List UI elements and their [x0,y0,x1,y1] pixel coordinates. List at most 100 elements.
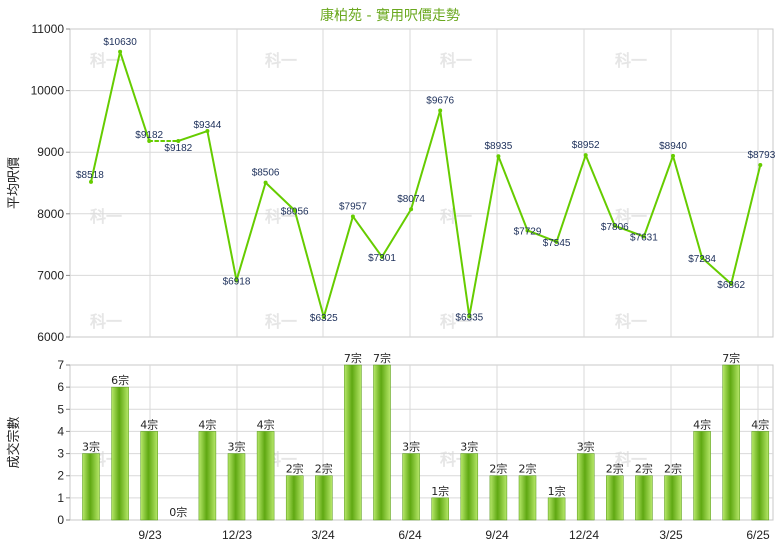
price-data-label: $6862 [717,280,745,291]
price-line-segment [526,229,558,243]
volume-bar [576,453,595,521]
price-point [118,49,123,54]
price-point [147,138,152,143]
volume-bar [431,497,449,521]
price-point [380,254,384,259]
price-plot-area [69,28,774,338]
volume-bar [635,475,653,521]
price-line-segment [410,109,442,211]
price-data-label: $9344 [193,120,221,131]
price-data-label: $8935 [484,141,512,152]
price-data-label: $9182 [164,143,192,154]
volume-data-label: 7宗 [344,351,362,365]
price-line-segment [293,209,325,318]
volume-bar [256,431,275,521]
volume-y-tick-label: 1 [57,491,64,505]
price-data-label: $7284 [688,254,716,265]
volume-data-label: 0宗 [169,505,187,519]
volume-data-label: 1宗 [431,484,449,498]
watermark: 科一 [615,207,647,226]
price-line-segment [264,181,296,212]
x-tick-label: 12/23 [222,528,252,542]
volume-data-label: 4宗 [140,417,158,431]
x-tick-label: 12/24 [569,528,599,542]
price-line-segment [90,50,122,183]
price-data-label: $7545 [543,238,571,249]
price-data-label: $10630 [103,37,137,48]
volume-bar [344,364,362,521]
watermark: 科一 [90,51,122,70]
volume-data-label: 4宗 [198,417,216,431]
x-tick-label: 6/24 [398,528,422,542]
volume-bar [547,497,566,521]
price-point [350,214,355,219]
volume-plot-area [69,364,774,521]
price-data-label: $7806 [601,222,629,233]
price-point [583,153,588,158]
volume-y-tick-label: 7 [57,358,64,372]
price-data-label: $8940 [659,141,687,152]
volume-bar [664,475,682,521]
price-line-segment [351,215,383,258]
volume-data-label: 2宗 [635,462,653,476]
price-data-label: $8506 [252,168,280,179]
price-point [234,278,239,283]
volume-data-label: 2宗 [606,462,624,476]
volume-y-tick-label: 2 [57,469,64,483]
volume-y-tick-label: 4 [57,424,64,438]
price-point [700,255,705,260]
volume-data-label: 3宗 [228,440,246,454]
price-line-segment [497,155,529,232]
volume-bar [315,475,333,521]
volume-data-label: 2宗 [286,462,304,476]
price-y-tick-label: 6000 [37,330,64,344]
price-point [321,314,326,319]
price-y-tick-label: 7000 [37,268,64,282]
price-data-label: $6325 [310,313,338,324]
volume-data-label: 3宗 [460,440,478,454]
watermark: 科一 [265,207,297,226]
volume-y-axis-label: 成交宗數 [6,416,22,468]
price-line-segment [730,163,762,285]
price-point [612,223,617,228]
price-point [409,207,414,212]
price-point [438,108,443,113]
volume-data-label: 6宗 [111,373,129,387]
price-line-segment [584,154,616,227]
price-point [263,180,268,185]
price-data-label: $6918 [223,276,251,287]
price-data-label: $8056 [281,206,309,217]
price-data-label: $8793 [747,150,775,161]
x-tick-label: 6/25 [746,528,770,542]
volume-bar [606,475,624,521]
volume-bar [111,386,129,521]
volume-bar [722,364,740,521]
price-line-segment [672,154,704,259]
volume-y-tick-label: 6 [57,380,64,394]
price-data-label: $7631 [630,233,658,244]
volume-data-label: 4宗 [751,417,769,431]
volume-data-label: 4宗 [693,417,711,431]
watermark: 科一 [265,51,297,70]
price-data-label: $6335 [455,312,483,323]
price-line-segment [468,155,500,318]
volume-data-label: 1宗 [548,484,566,498]
volume-data-label: 3宗 [82,440,100,454]
price-data-label: $7301 [368,253,396,264]
price-y-tick-label: 11000 [32,22,65,36]
price-point [758,162,763,167]
watermark: 科一 [90,207,122,226]
price-data-label: $7729 [514,226,542,237]
volume-bar [198,431,217,521]
price-data-label: $8518 [76,170,104,181]
price-point [467,314,472,319]
price-line-segment [555,154,587,243]
price-point [176,138,181,143]
volume-bar [518,475,537,521]
price-y-axis-label: 平均呎價 [7,157,22,209]
volume-bar [373,364,391,521]
price-data-label: $8074 [397,194,425,205]
x-tick-label: 9/24 [485,528,509,542]
volume-data-label: 2宗 [315,462,333,476]
